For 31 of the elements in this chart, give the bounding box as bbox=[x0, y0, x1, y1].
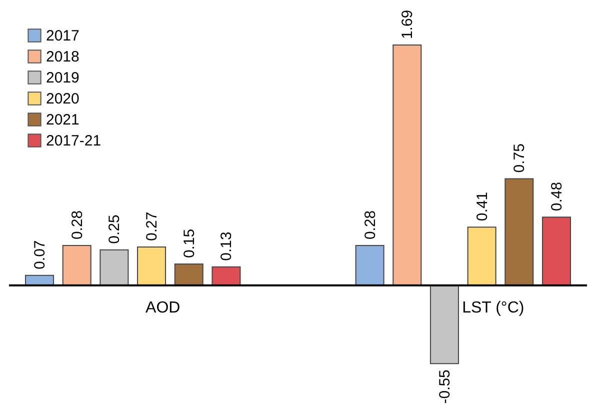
bar bbox=[100, 249, 129, 286]
bar bbox=[174, 264, 204, 286]
legend-label: 2020 bbox=[46, 90, 80, 108]
data-label: 0.27 bbox=[144, 212, 161, 241]
data-label: 0.28 bbox=[68, 210, 86, 240]
x-tick-label: LST (°C) bbox=[462, 299, 524, 316]
bar bbox=[355, 245, 384, 286]
data-label: 0.15 bbox=[180, 228, 198, 258]
legend-label: 2021 bbox=[46, 112, 80, 128]
bar bbox=[62, 245, 92, 286]
data-label: -0.55 bbox=[436, 370, 454, 404]
data-label: 0.75 bbox=[511, 144, 528, 173]
bar bbox=[212, 266, 241, 286]
legend-label: 2017-21 bbox=[46, 132, 102, 150]
data-label: 0.25 bbox=[106, 214, 124, 244]
bar bbox=[467, 226, 496, 286]
bar bbox=[542, 216, 571, 286]
data-label: 0.07 bbox=[32, 240, 49, 270]
data-label: 0.13 bbox=[218, 232, 236, 261]
data-label: 0.41 bbox=[474, 192, 491, 222]
bar bbox=[392, 44, 422, 286]
legend-label: 2018 bbox=[46, 48, 80, 66]
data-label: 0.48 bbox=[548, 182, 566, 212]
data-label: 1.69 bbox=[399, 10, 416, 40]
data-label: 0.28 bbox=[362, 210, 379, 240]
legend-label: 2017 bbox=[46, 28, 80, 44]
bar bbox=[430, 284, 459, 364]
bar bbox=[504, 178, 534, 286]
legend-label: 2019 bbox=[46, 70, 80, 86]
bar bbox=[137, 246, 166, 286]
x-tick-label: AOD bbox=[146, 299, 180, 316]
